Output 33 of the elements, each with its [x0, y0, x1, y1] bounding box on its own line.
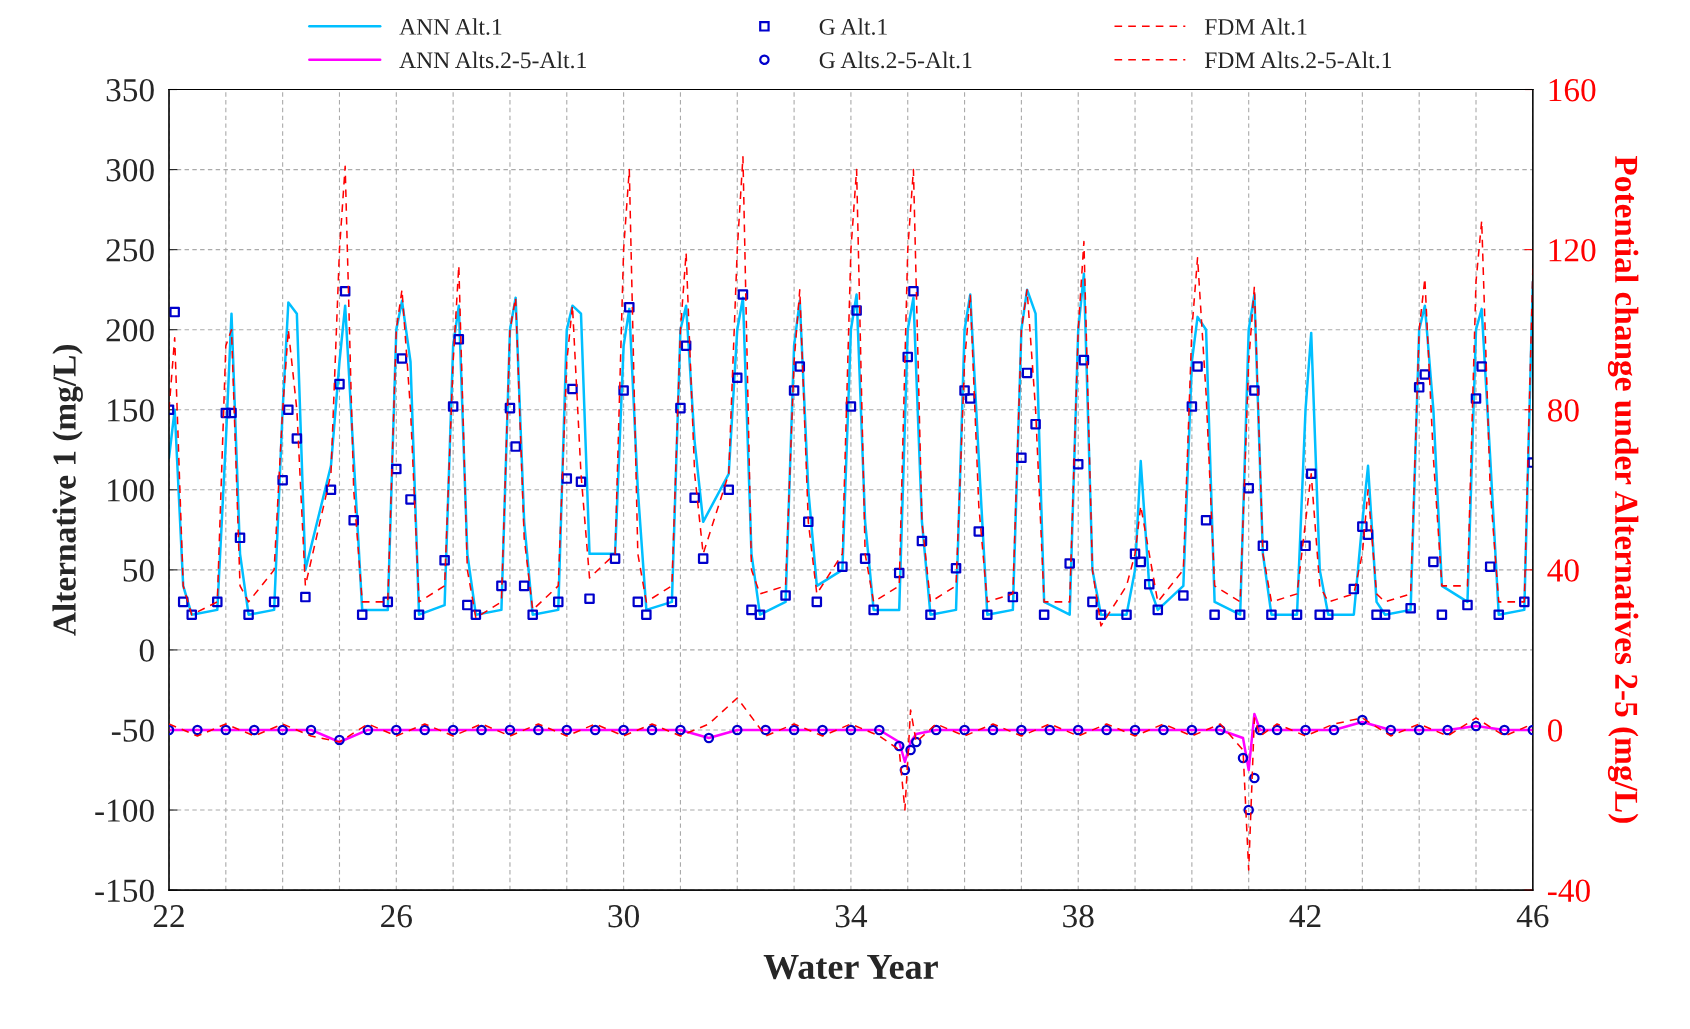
y2-tick-label: 80 — [1547, 399, 1579, 422]
x-axis-title: Water Year — [763, 955, 938, 980]
legend-label: ANN Alts.2-5-Alt.1 — [399, 51, 586, 69]
y-tick-label: 200 — [106, 319, 154, 342]
y-axis-title: Alternative 1 (mg/L) — [52, 345, 83, 636]
y-tick-label: 350 — [106, 78, 154, 102]
x-tick-label: 26 — [381, 905, 412, 928]
legend-label: G Alts.2-5-Alt.1 — [819, 51, 972, 69]
y-tick-label: 150 — [108, 399, 154, 422]
legend-label: ANN Alt.1 — [399, 18, 502, 35]
y2-tick-label: 0 — [1547, 719, 1563, 742]
x-tick-label: 30 — [608, 904, 640, 928]
y-tick-label: 300 — [106, 158, 154, 182]
x-tick-label: 46 — [1516, 905, 1549, 928]
y-tick-label: -150 — [95, 879, 154, 902]
y2-tick-label: 120 — [1549, 239, 1596, 262]
y-tick-label: 0 — [139, 639, 154, 662]
legend-label: G Alt.1 — [819, 18, 887, 35]
y2-axis-title: Potential change under Alternatives 2-5 (mg/L) — [1607, 155, 1639, 823]
y-tick-label: 250 — [106, 239, 154, 262]
y-tick-label: -100 — [95, 799, 154, 822]
y-tick-label: -50 — [111, 719, 154, 742]
y-tick-label: 50 — [123, 559, 154, 582]
x-tick-label: 22 — [153, 905, 184, 928]
x-tick-label: 34 — [835, 905, 868, 928]
y2-tick-label: -40 — [1547, 879, 1590, 902]
x-tick-label: 42 — [1289, 905, 1321, 928]
legend-label: FDM Alts.2-5-Alt.1 — [1204, 51, 1392, 69]
y-tick-label: 100 — [108, 479, 154, 502]
y2-tick-label: 160 — [1549, 78, 1596, 102]
legend-label: FDM Alt.1 — [1204, 18, 1307, 35]
y2-tick-label: 40 — [1547, 559, 1579, 582]
x-tick-label: 38 — [1063, 904, 1094, 928]
